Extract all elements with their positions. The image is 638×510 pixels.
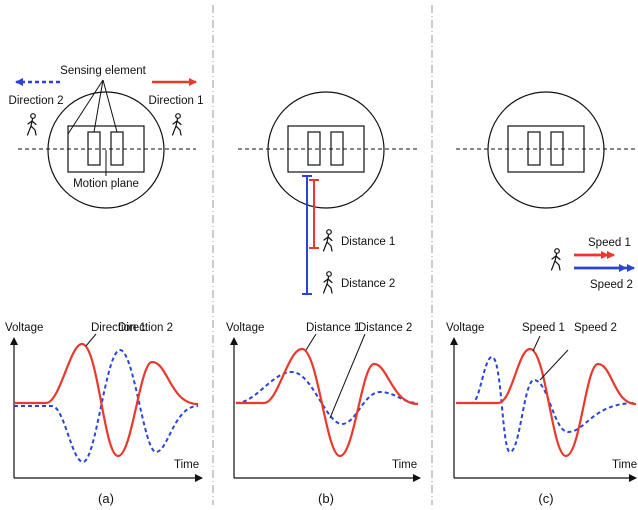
sensor-lens	[487, 91, 605, 209]
y-axis-label: Voltage	[446, 322, 484, 334]
walker-icon	[322, 271, 333, 294]
x-axis-label: Time	[392, 459, 417, 471]
distance-2-curve	[235, 370, 419, 426]
distance-1-curve	[236, 347, 419, 458]
x-axis-label: Time	[174, 459, 199, 471]
direction-1-label: Direction 1	[149, 95, 204, 107]
caption-a: (a)	[98, 491, 114, 506]
distance-2-label: Distance 2	[341, 278, 395, 290]
panel-b: Distance 1 Distance 2 Voltage Time Dista…	[226, 91, 421, 506]
walker-icon	[322, 229, 333, 252]
caption-b: (b)	[318, 491, 334, 506]
panel-c: Speed 1 Speed 2 Voltage Time Speed 1 Spe…	[446, 91, 637, 506]
curve-label-speed-2: Speed 2	[574, 322, 617, 334]
walker-icon	[26, 113, 37, 136]
curve-label-distance-2: Distance 2	[358, 322, 412, 334]
motion-plane-label: Motion plane	[73, 178, 139, 190]
speed-2-curve	[456, 355, 637, 454]
distance-1-label: Distance 1	[341, 236, 395, 248]
curve-label-direction-1: Direction 1	[91, 322, 146, 334]
speed-1-label: Speed 1	[588, 237, 631, 249]
speed-2-label: Speed 2	[590, 279, 633, 291]
direction-2-curve	[14, 348, 199, 464]
walker-icon	[171, 113, 182, 136]
sensing-element-label: Sensing element	[60, 65, 146, 77]
y-axis-label: Voltage	[226, 322, 264, 334]
sensor-lens	[267, 91, 385, 209]
caption-c: (c)	[538, 491, 553, 506]
direction-1-curve	[14, 342, 199, 458]
curve-label-speed-1: Speed 1	[522, 322, 565, 334]
walker-icon	[550, 248, 561, 271]
y-axis-label: Voltage	[5, 322, 43, 334]
speed-1-curve	[456, 347, 637, 458]
panel-a: Sensing element Motion plane Direction 2…	[5, 65, 203, 506]
x-axis-label: Time	[612, 459, 637, 471]
curve-label-distance-1: Distance 1	[306, 322, 360, 334]
direction-2-label: Direction 2	[9, 95, 64, 107]
curve-label-direction-2: Direction 2	[118, 322, 173, 334]
